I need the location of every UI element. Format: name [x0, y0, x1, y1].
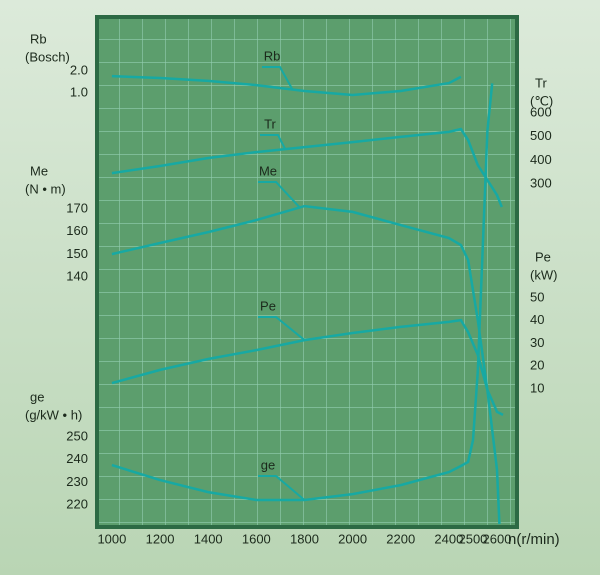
- curve: [111, 318, 504, 417]
- x-tick-label: 1400: [194, 531, 223, 546]
- x-tick-label: 2200: [386, 531, 415, 546]
- y-axis-unit: (kW): [530, 267, 557, 282]
- leader-line: [258, 475, 306, 501]
- y-axis-title: Rb: [30, 31, 47, 46]
- y-axis-unit: (Bosch): [25, 49, 70, 64]
- y-tick-label: 240: [66, 451, 88, 466]
- y-tick-label: 160: [66, 223, 88, 238]
- x-axis-title: n(r/min): [508, 531, 560, 548]
- y-tick-label: 600: [530, 104, 552, 119]
- y-axis-unit: (℃): [530, 93, 553, 108]
- y-axis-title: Pe: [535, 249, 551, 264]
- y-tick-label: 400: [530, 152, 552, 167]
- y-tick-label: 300: [530, 175, 552, 190]
- curve-label: Pe: [260, 298, 276, 313]
- curve-label: Me: [259, 163, 277, 178]
- y-axis-unit: (g/kW • h): [25, 407, 82, 422]
- y-axis-title: Tr: [535, 75, 547, 90]
- y-tick-label: 140: [66, 268, 88, 283]
- leader-line: [258, 181, 301, 209]
- y-tick-label: 10: [530, 380, 544, 395]
- curve-label: Rb: [264, 48, 281, 63]
- curve-label: Tr: [264, 116, 276, 131]
- leader-line: [260, 134, 287, 150]
- y-tick-label: 1.0: [70, 84, 88, 99]
- x-tick-label: 2000: [338, 531, 367, 546]
- y-tick-label: 150: [66, 246, 88, 261]
- y-tick-label: 2.0: [70, 62, 88, 77]
- curve: [111, 83, 494, 502]
- y-tick-label: 20: [530, 358, 544, 373]
- y-tick-label: 40: [530, 312, 544, 327]
- y-tick-label: 50: [530, 289, 544, 304]
- y-axis-unit: (N • m): [25, 181, 66, 196]
- y-tick-label: 500: [530, 128, 552, 143]
- y-axis-title: ge: [30, 389, 44, 404]
- curve-label: ge: [261, 457, 275, 472]
- x-tick-label: 2600: [483, 531, 512, 546]
- curve: [111, 74, 462, 97]
- x-tick-label: 1800: [290, 531, 319, 546]
- x-tick-label: 2400: [434, 531, 463, 546]
- x-tick-label: 1600: [242, 531, 271, 546]
- x-tick-label: 1200: [146, 531, 175, 546]
- plot-area: [95, 15, 519, 529]
- y-tick-label: 230: [66, 474, 88, 489]
- y-axis-title: Me: [30, 163, 48, 178]
- curve: [111, 204, 501, 525]
- leader-line: [258, 316, 306, 341]
- y-tick-label: 170: [66, 200, 88, 215]
- x-tick-label: 2500: [458, 531, 487, 546]
- x-tick-label: 1000: [97, 531, 126, 546]
- leader-line: [262, 66, 294, 91]
- y-tick-label: 30: [530, 335, 544, 350]
- y-tick-label: 220: [66, 496, 88, 511]
- y-tick-label: 250: [66, 428, 88, 443]
